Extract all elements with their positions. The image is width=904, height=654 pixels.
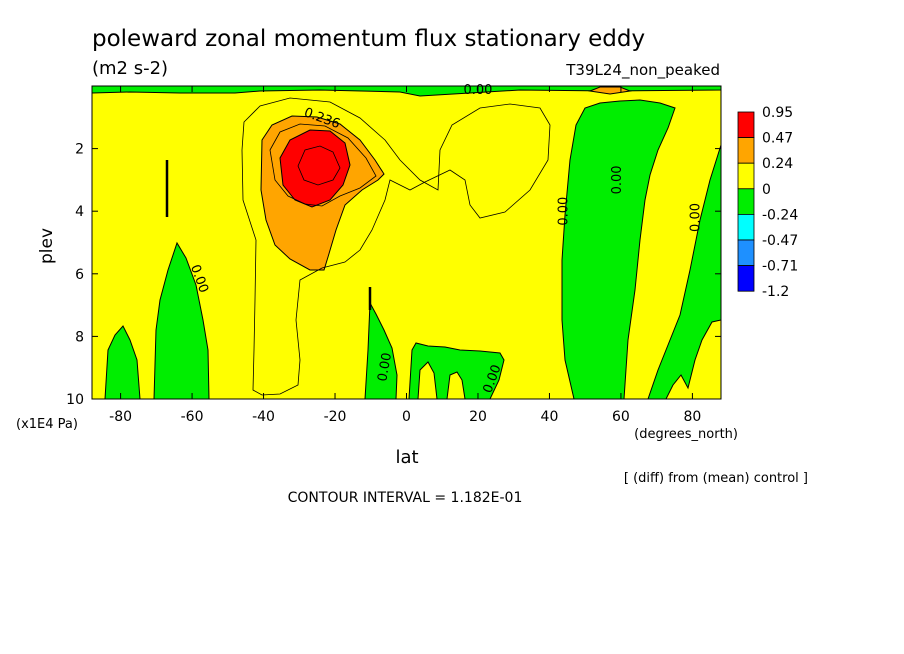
x-tick-label: -60 [181, 409, 204, 425]
colorbar-swatch [737, 162, 755, 190]
negative-region-equator-north [408, 342, 505, 399]
colorbar-label: -0.71 [762, 259, 798, 275]
x-tick-label: -20 [324, 409, 347, 425]
footnote: [ (diff) from (mean) control ] [624, 471, 808, 486]
x-axis-label: lat [395, 447, 418, 468]
colorbar-label: 0.47 [762, 131, 793, 147]
colorbar-swatch [737, 137, 755, 164]
colorbar-swatch [737, 188, 755, 215]
run-label: T39L24_non_peaked [565, 61, 720, 80]
y-tick-label: 10 [66, 392, 84, 408]
negative-region-equator-south [364, 301, 398, 399]
positive-region-red [279, 129, 351, 208]
colorbar-label: -0.47 [762, 233, 798, 249]
negative-region-south [153, 241, 210, 399]
contour-label: 0.00 [375, 352, 395, 383]
y-tick-label: 8 [75, 329, 84, 345]
colorbar-label: 0.24 [762, 156, 793, 172]
x-tick-label: 60 [612, 409, 630, 425]
contour-fields [92, 86, 721, 399]
x-tick-label: 0 [402, 409, 411, 425]
contour-line-inner-1 [269, 123, 377, 207]
y-axis-label: plev [37, 228, 57, 264]
x-tick-label: 20 [469, 409, 487, 425]
x-tick-label: -40 [252, 409, 275, 425]
colorbar: 0.95 0.47 0.24 0 -0.24 -0.47 -0.71 -1.2 [737, 105, 798, 300]
colorbar-label: 0 [762, 182, 771, 198]
colorbar-label: -0.24 [762, 207, 798, 223]
chart-title: poleward zonal momentum flux stationary … [92, 26, 645, 52]
negative-region-north [561, 99, 721, 399]
colorbar-swatch [737, 111, 755, 139]
contour-line-zero-south [241, 97, 551, 396]
colorbar-label: 0.95 [762, 105, 793, 121]
x-tick-label: 80 [683, 409, 701, 425]
colorbar-swatch [737, 213, 755, 241]
x-tick-label: -80 [109, 409, 132, 425]
contour-interval: CONTOUR INTERVAL = 1.182E-01 [288, 490, 523, 506]
colorbar-swatch [737, 239, 755, 267]
contour-label: 0.00 [610, 165, 625, 194]
negative-region-far-south [104, 325, 141, 399]
contour-label: 0.00 [689, 203, 704, 232]
x-unit-label: (degrees_north) [634, 427, 738, 442]
x-tick-label: 40 [541, 409, 559, 425]
positive-region-top [588, 86, 632, 95]
y-unit-label: (x1E4 Pa) [16, 417, 78, 432]
contour-label: 0.00 [556, 197, 571, 226]
y-tick-label: 4 [75, 204, 84, 220]
colorbar-swatch [737, 265, 755, 292]
colorbar-label: -1.2 [762, 284, 789, 300]
y-tick-label: 6 [75, 267, 84, 283]
x-axis-ticks: -80 -60 -40 -20 0 20 40 60 80 [109, 86, 701, 425]
contour-line-inner-2 [297, 145, 341, 186]
y-axis-ticks: 2 4 6 8 10 [66, 142, 721, 408]
y-tick-label: 2 [75, 142, 84, 158]
units-label: (m2 s-2) [92, 58, 168, 79]
